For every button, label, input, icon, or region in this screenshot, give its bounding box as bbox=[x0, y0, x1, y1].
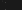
Text: September: September bbox=[0, 0, 22, 10]
Text: C.  The data below describes the progress of the reading ability (rating of 1-10: C. The data below describes the progress… bbox=[3, 1, 22, 10]
Text: Level of Reading
Ability: Level of Reading Ability bbox=[0, 0, 22, 10]
Text: Construct a LINE GRAPH based on the data.: Construct a LINE GRAPH based on the data… bbox=[3, 3, 22, 10]
Text: December: December bbox=[0, 0, 22, 10]
Bar bbox=[5, 4, 15, 9]
Text: August: August bbox=[0, 0, 22, 10]
Text: 8: 8 bbox=[4, 0, 21, 10]
Text: June: June bbox=[0, 0, 22, 10]
Text: 6: 6 bbox=[4, 0, 21, 10]
Text: 2: 2 bbox=[4, 0, 21, 10]
Text: of the Grade 2 students at an elementary school from June to December.: of the Grade 2 students at an elementary… bbox=[3, 2, 22, 10]
Text: 4: 4 bbox=[4, 0, 21, 10]
Text: July: July bbox=[0, 0, 22, 10]
Text: 10: 10 bbox=[0, 0, 22, 10]
Text: 3: 3 bbox=[4, 0, 21, 10]
Text: Month: Month bbox=[0, 0, 22, 10]
Text: October: October bbox=[0, 0, 22, 10]
